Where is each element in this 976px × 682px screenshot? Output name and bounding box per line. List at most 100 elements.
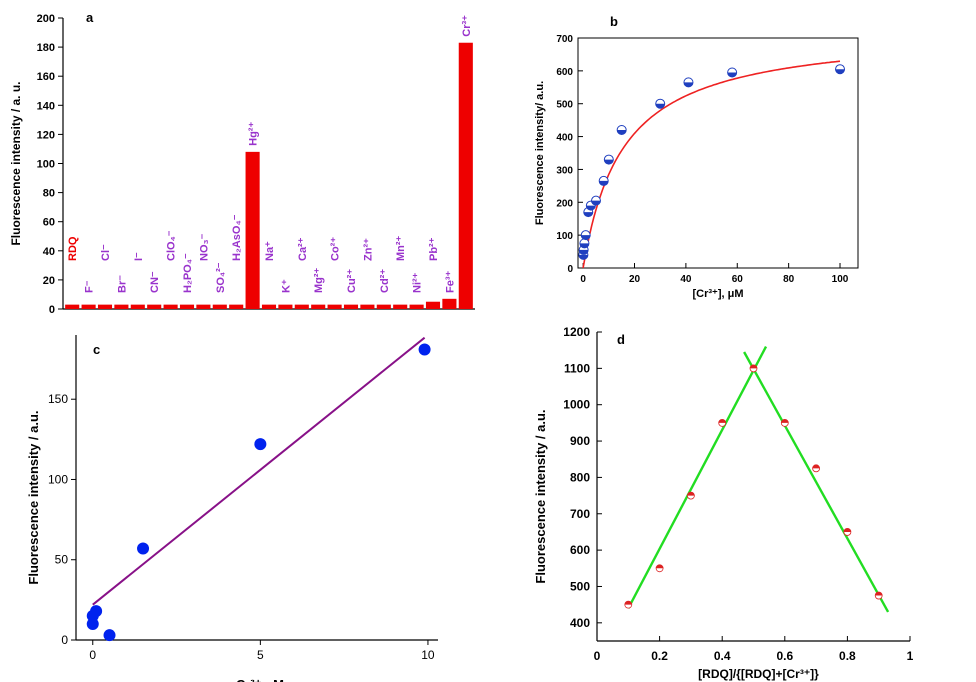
d-y-tick-label: 600 (570, 543, 590, 557)
b-data-point-fill (599, 180, 609, 186)
a-bar-label: Co²⁺ (330, 237, 342, 261)
c-panel-letter: c (93, 342, 100, 357)
panel-d-job-plot: 0 0.2 0.4 0.6 0.8 1 400 500 600 700 800 900 1000 1100… (533, 325, 914, 681)
a-y-tick-label: 0 (49, 304, 55, 316)
a-y-tick-label: 60 (43, 217, 55, 229)
d-y-tick-label: 1200 (563, 325, 590, 339)
d-data-point-fill (875, 592, 883, 596)
a-bar-label: Cd²⁺ (379, 269, 391, 293)
b-plot-frame (577, 37, 859, 269)
d-data-point-fill (812, 464, 820, 469)
d-data-point-fill (843, 528, 851, 532)
a-bar (114, 304, 129, 309)
d-data-point-fill (624, 601, 632, 605)
b-data-point-fill (581, 235, 591, 240)
a-y-tick-label: 40 (43, 246, 55, 258)
d-x-tick-label: 0.4 (714, 649, 731, 663)
a-bar-label: SO₄²⁻ (215, 262, 227, 293)
d-x-tick-label: 0.8 (839, 649, 856, 663)
a-bar-label: K⁺ (280, 279, 292, 293)
a-bar (425, 301, 441, 309)
d-x-axis-label: [RDQ]/{[RDQ]+[Cr³⁺]} (698, 667, 819, 681)
a-bar-label: H₂AsO₄⁻ (231, 214, 243, 261)
d-fit-line (627, 345, 768, 609)
b-data-point-fill (617, 130, 627, 135)
c-data-point (418, 343, 431, 356)
a-bar (196, 304, 211, 309)
b-fit-curve (582, 60, 841, 269)
b-data-point-fill (591, 200, 601, 206)
a-bar (163, 304, 178, 309)
c-x-tick-label: 0 (89, 648, 96, 662)
c-y-tick-label: 150 (48, 392, 68, 406)
a-bar-label: Zn²⁺ (362, 238, 374, 261)
a-bar-label: CN⁻ (149, 271, 161, 293)
d-y-tick-label: 1000 (563, 398, 590, 412)
c-fit-line (92, 336, 426, 606)
a-bar (458, 42, 473, 310)
b-x-tick-label: 20 (629, 274, 641, 285)
a-bar (360, 304, 375, 309)
a-y-tick-label: 180 (37, 42, 55, 54)
d-x-tick-label: 0.2 (651, 649, 668, 663)
d-y-tick-label: 400 (570, 616, 590, 630)
b-y-tick-label: 300 (556, 165, 573, 176)
a-bar (442, 298, 457, 309)
d-y-tick-label: 500 (570, 579, 590, 593)
a-bar-label: Ni²⁺ (412, 272, 424, 293)
b-x-tick-label: 0 (580, 274, 586, 285)
a-bar (261, 304, 277, 309)
a-bar (327, 304, 342, 309)
a-y-tick-label: 20 (43, 275, 55, 287)
a-bar-label: Na⁺ (264, 241, 276, 261)
a-bar (97, 304, 113, 309)
b-data-point-fill (683, 82, 693, 87)
c-data-point (137, 542, 150, 555)
d-y-tick-label: 900 (570, 434, 590, 448)
a-bar-label: RDQ (67, 236, 79, 261)
a-bar-label: NO₃⁻ (198, 233, 210, 261)
c-y-tick-label: 0 (61, 633, 68, 647)
b-x-tick-label: 80 (783, 274, 795, 285)
b-data-point-fill (583, 212, 593, 217)
d-fit-line (743, 351, 890, 613)
b-y-tick-label: 100 (556, 231, 573, 242)
b-data-point-fill (578, 254, 588, 260)
a-bar-label: Mn²⁺ (395, 235, 407, 261)
d-y-tick-label: 1100 (564, 361, 590, 375)
b-data-point-fill (727, 72, 737, 77)
d-data-point-fill (781, 419, 789, 423)
a-y-tick-label: 100 (37, 159, 55, 171)
a-bar (278, 304, 293, 309)
c-x-tick-label: 10 (421, 648, 435, 662)
panel-a-bar-chart: 0 20 40 60 80 100 120 140 160 180 200 RDQ F⁻ Cl⁻ Br⁻ I⁻… (9, 10, 475, 316)
b-y-tick-label: 600 (556, 67, 573, 78)
c-data-point (254, 438, 267, 451)
b-y-tick-label: 0 (567, 264, 573, 275)
a-y-tick-label: 160 (37, 71, 55, 83)
a-bar (229, 304, 244, 309)
a-bar (179, 304, 195, 309)
a-bar-label: I⁻ (133, 252, 145, 261)
a-bar (81, 304, 96, 309)
a-bar-label: Cl⁻ (100, 244, 112, 261)
b-panel-letter: b (610, 14, 618, 29)
a-bar (409, 304, 424, 309)
d-data-point-fill (750, 364, 757, 369)
b-data-point-fill (579, 249, 589, 255)
c-x-axis-label: Cr³⁺ μM (236, 677, 284, 682)
a-y-axis-label: Fluorescence intensity / a. u. (9, 81, 23, 245)
d-panel-letter: d (617, 332, 625, 347)
c-y-axis-label: Fluorescence intensity / a.u. (26, 410, 41, 584)
b-y-tick-label: 700 (556, 34, 573, 45)
a-bar (130, 304, 145, 309)
d-data-point-fill (656, 564, 664, 569)
a-bar-label: H₂PO₄⁻ (182, 253, 194, 293)
a-bar-label: Cr³⁺ (461, 15, 473, 37)
b-data-point-fill (579, 243, 589, 248)
a-y-tick-label: 120 (37, 129, 55, 141)
d-y-tick-label: 700 (570, 507, 590, 521)
b-y-tick-label: 200 (556, 198, 573, 209)
a-y-tick-label: 140 (37, 100, 55, 112)
